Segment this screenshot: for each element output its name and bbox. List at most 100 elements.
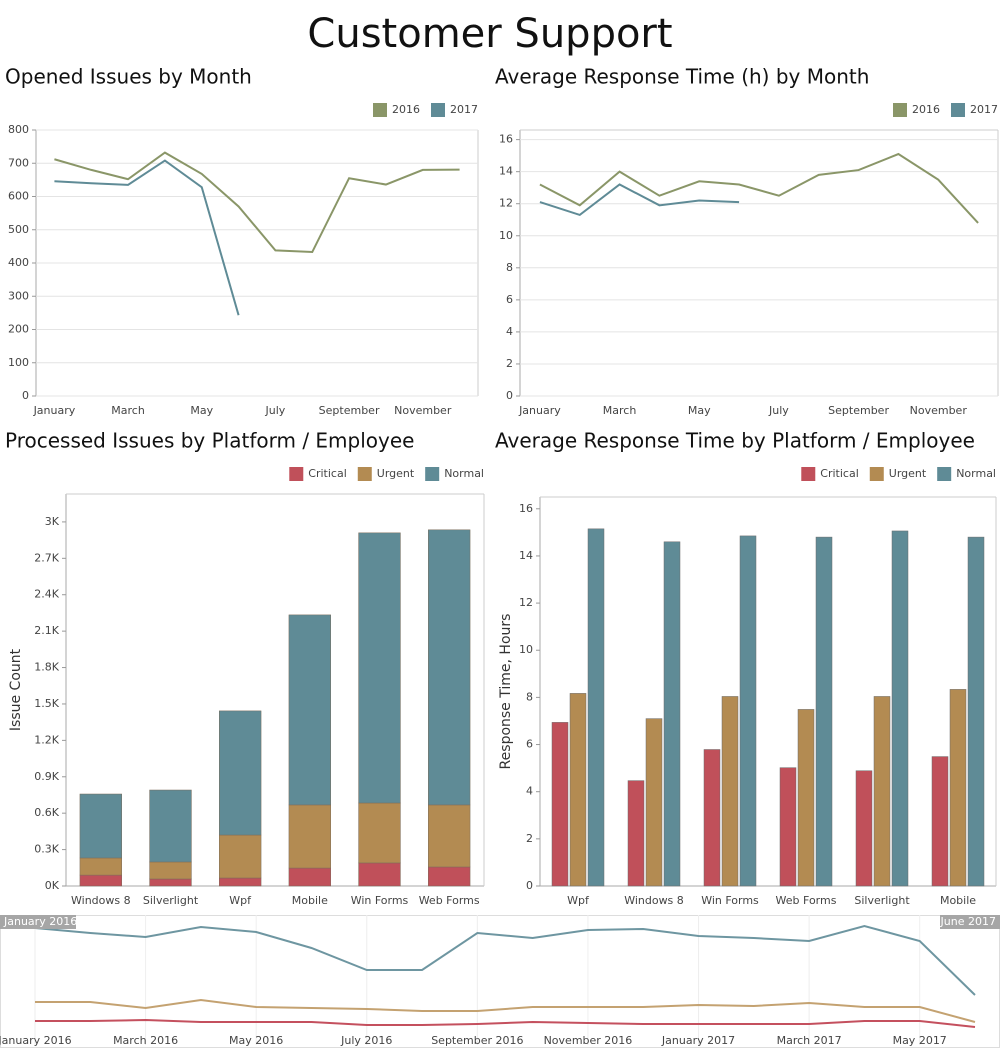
overview-line [35,1018,976,1028]
y-tick-label: 8 [506,261,513,274]
bar [551,722,569,887]
bar [797,709,815,887]
bar-segment [358,532,401,804]
page-title: Customer Support [307,11,672,57]
legend-swatch [357,467,372,481]
y-tick-label: 100 [8,356,29,369]
x-tick-label: November [394,404,452,417]
y-axis-label: Issue Count [8,648,24,731]
x-tick-label: Silverlight [143,894,199,907]
range-end-box [940,915,1000,929]
y-tick-label: 2 [526,832,533,845]
x-tick-label: Wpf [229,894,252,907]
legend-swatch [951,103,965,117]
bar-segment [79,793,122,859]
range-start-label: January 2016 [3,915,77,928]
x-tick-label: May [190,404,213,417]
y-tick-label: 4 [526,785,533,798]
bar [663,541,681,887]
bar-segment [288,804,331,869]
bar-segment [149,861,192,880]
x-tick-label: Win Forms [701,894,759,907]
bar [587,528,605,887]
y-tick-label: 10 [499,229,513,242]
legend-swatch [373,103,387,117]
bar-segment [358,862,401,887]
y-tick-label: 400 [8,256,29,269]
range-end-label: June 2017 [940,915,996,928]
bar [967,536,985,887]
chart-title: Opened Issues by Month [5,65,252,89]
x-tick-label: July [265,404,286,417]
legend-label: Urgent [377,467,415,480]
y-tick-label: 0 [22,389,29,402]
y-tick-label: 500 [8,223,29,236]
y-tick-label: 3K [45,515,60,528]
chart-title: Average Response Time (h) by Month [495,65,869,89]
x-tick-label: July 2016 [340,1034,392,1047]
y-tick-label: 8 [526,690,533,703]
y-tick-label: 2 [506,357,513,370]
legend-label: Normal [956,467,996,480]
x-tick-label: May [688,404,711,417]
line-series [54,151,460,254]
legend-swatch [801,467,816,481]
bar [873,696,891,887]
y-tick-label: 14 [519,549,533,562]
x-tick-label: July [768,404,789,417]
x-tick-label: May 2017 [893,1034,947,1047]
y-tick-label: 200 [8,323,29,336]
x-tick-label: November [910,404,968,417]
legend-swatch [869,467,884,481]
bar [703,749,721,887]
x-tick-label: November 2016 [544,1034,633,1047]
y-tick-label: 0K [45,879,60,892]
y-axis-label: Response Time, Hours [498,614,514,770]
x-tick-label: Silverlight [854,894,910,907]
bar [949,689,967,887]
range-start-box [0,915,76,929]
x-tick-label: September [828,404,889,417]
y-tick-label: 12 [519,596,533,609]
x-tick-label: March 2016 [113,1034,178,1047]
chart-title: Processed Issues by Platform / Employee [5,429,414,453]
x-tick-label: Web Forms [419,894,480,907]
bar-segment [79,857,122,876]
x-tick-label: March 2017 [777,1034,842,1047]
y-tick-label: 1.2K [34,733,59,746]
y-tick-label: 0.9K [34,770,59,783]
x-tick-label: September [319,404,380,417]
legend-label: 2017 [450,103,478,116]
legend-label: Normal [444,467,484,480]
y-tick-label: 2.4K [34,588,59,601]
y-tick-label: 2.1K [34,624,59,637]
line-series [539,183,740,217]
legend-swatch [289,467,304,481]
x-tick-label: Mobile [940,894,976,907]
bar-segment [79,874,122,887]
bar-segment [428,804,471,868]
overview-line [34,924,976,996]
legend-label: 2017 [970,103,998,116]
bar [721,696,739,887]
y-tick-label: 16 [519,502,533,515]
y-tick-label: 0 [526,879,533,892]
x-tick-label: Windows 8 [624,894,684,907]
x-tick-label: Windows 8 [71,894,131,907]
x-tick-label: January 2017 [661,1034,735,1047]
x-tick-label: January 2016 [0,1034,72,1047]
x-tick-label: September 2016 [431,1034,523,1047]
x-tick-label: May 2016 [229,1034,283,1047]
y-tick-label: 10 [519,643,533,656]
y-tick-label: 0 [506,389,513,402]
line-series [54,159,240,316]
bar-segment [428,529,471,806]
y-tick-label: 0.6K [34,806,59,819]
x-tick-label: Wpf [567,894,590,907]
y-tick-label: 1.5K [34,697,59,710]
bar-segment [288,867,331,887]
y-tick-label: 6 [526,738,533,751]
bar [891,530,909,887]
y-tick-label: 700 [8,156,29,169]
